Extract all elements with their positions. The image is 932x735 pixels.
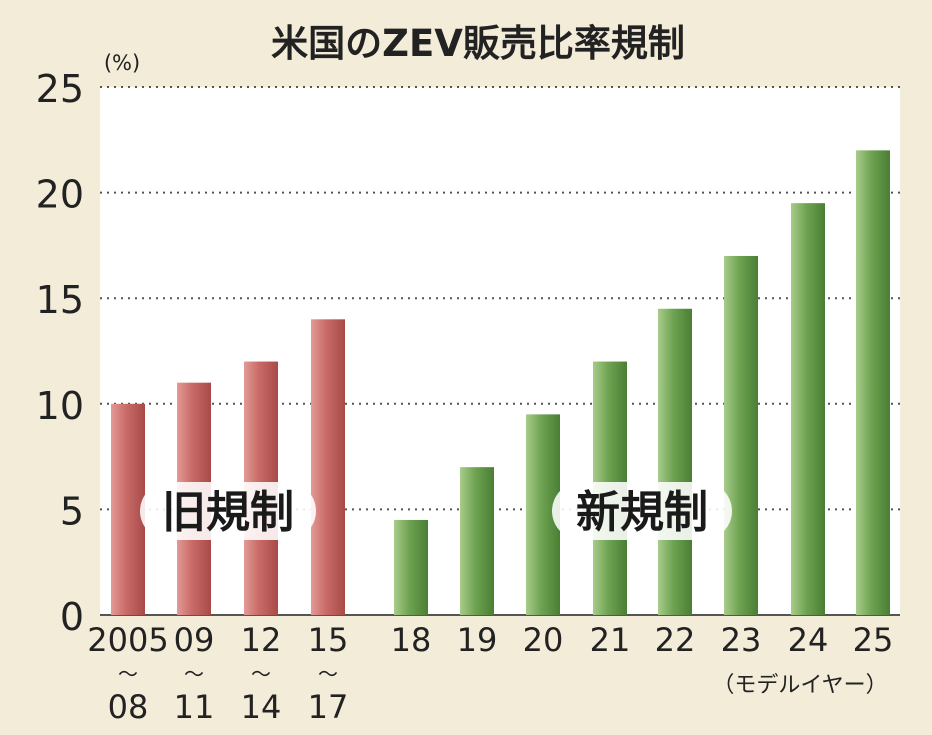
x-axis-note: （モデルイヤー） (712, 673, 887, 698)
series-label-bg (140, 482, 316, 540)
x-tick-label: 23 (721, 621, 762, 659)
y-unit-label: (%) (104, 51, 140, 75)
x-tick-label: 11 (174, 688, 215, 726)
y-tick-label: 10 (36, 384, 84, 428)
x-tick-label: 20 (523, 621, 564, 659)
x-tick-label: 〜 (118, 662, 138, 686)
y-tick-label: 5 (60, 489, 84, 533)
chart-title: 米国のZEV販売比率規制 (271, 22, 685, 65)
x-tick-label: 17 (308, 688, 349, 726)
x-tick-label: 19 (457, 621, 498, 659)
x-tick-label: 21 (590, 621, 631, 659)
y-tick-label: 20 (36, 173, 84, 217)
series-label-bg (552, 482, 732, 540)
x-tick-label: 〜 (251, 662, 271, 686)
bar-new-5 (724, 255, 758, 615)
x-tick-label: 22 (655, 621, 696, 659)
bar-new-6 (791, 203, 825, 615)
bar-new-1 (460, 467, 494, 615)
series-labels: 旧規制 新規制 (140, 482, 732, 540)
x-tick-label: 09 (174, 621, 215, 659)
series-label-new: 新規制 (576, 487, 708, 538)
x-tick-label: 18 (391, 621, 432, 659)
bar-new-4 (658, 308, 692, 615)
y-tick-label: 0 (60, 595, 84, 639)
x-tick-label: 25 (853, 621, 894, 659)
x-tick-label: 15 (308, 621, 349, 659)
y-tick-label: 25 (36, 67, 84, 111)
x-tick-label: 〜 (318, 662, 338, 686)
y-tick-label: 15 (36, 278, 84, 322)
bar-old-3 (311, 319, 345, 615)
bar-new-7 (856, 150, 890, 616)
bar-new-0 (394, 519, 428, 615)
x-tick-label: 2005 (87, 621, 168, 659)
x-tick-label: 12 (241, 621, 282, 659)
y-axis: 0 5 10 15 20 25 (36, 67, 84, 639)
bar-old-0 (111, 403, 145, 615)
x-tick-label: 14 (241, 688, 282, 726)
x-tick-label: 24 (788, 621, 829, 659)
x-tick-label: 08 (108, 688, 149, 726)
series-label-old: 旧規制 (162, 487, 294, 538)
x-tick-label: 〜 (184, 662, 204, 686)
